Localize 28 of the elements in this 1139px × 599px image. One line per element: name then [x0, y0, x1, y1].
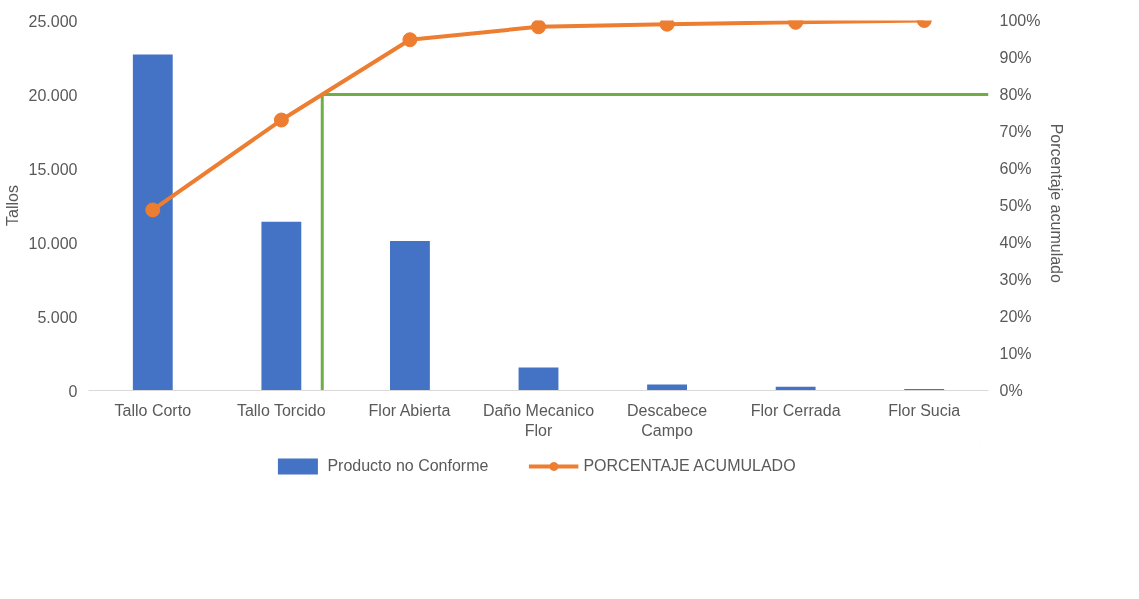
y-tick-label: 5.000 [37, 308, 78, 326]
y2-tick-label: 0% [999, 382, 1023, 399]
x-tick-label: Tallo Corto [114, 401, 192, 419]
y2-tick-label: 90% [999, 49, 1032, 66]
y2-tick-label: 40% [999, 234, 1032, 251]
x-tick-label: Daño Mecanico Flor [482, 401, 595, 439]
x-tick-label: Flor Cerrada [750, 401, 841, 419]
x-tick-label: Flor Abierta [368, 401, 451, 419]
y2-tick-label: 30% [999, 271, 1032, 288]
y-tick-label: 10.000 [28, 234, 78, 252]
y2-tick-label: 50% [999, 197, 1032, 214]
y2-tick-label: 70% [999, 123, 1032, 140]
y-tick-label: 15.000 [28, 160, 78, 178]
y-tick-label: 25.000 [28, 12, 78, 30]
y-axis-title: Tallos [3, 185, 21, 226]
y2-tick-label: 60% [999, 160, 1032, 177]
y2-tick-label: 10% [999, 345, 1032, 362]
y-tick-label: 20.000 [28, 86, 78, 104]
x-tick-label: Descabece Campo [627, 401, 708, 439]
y2-tick-label: 80% [999, 86, 1032, 103]
legend-label: PORCENTAJE ACUMULADO [583, 457, 796, 475]
x-tick-label: Tallo Torcido [236, 401, 326, 419]
y2-axis-title: Porcentaje acumulado [1048, 123, 1066, 283]
legend-label: Producto no Conforme [327, 457, 489, 475]
x-tick-label: Flor Sucia [888, 401, 961, 419]
y-tick-label: 0 [68, 382, 78, 400]
y2-tick-label: 20% [999, 308, 1032, 325]
y2-tick-label: 100% [999, 12, 1041, 29]
